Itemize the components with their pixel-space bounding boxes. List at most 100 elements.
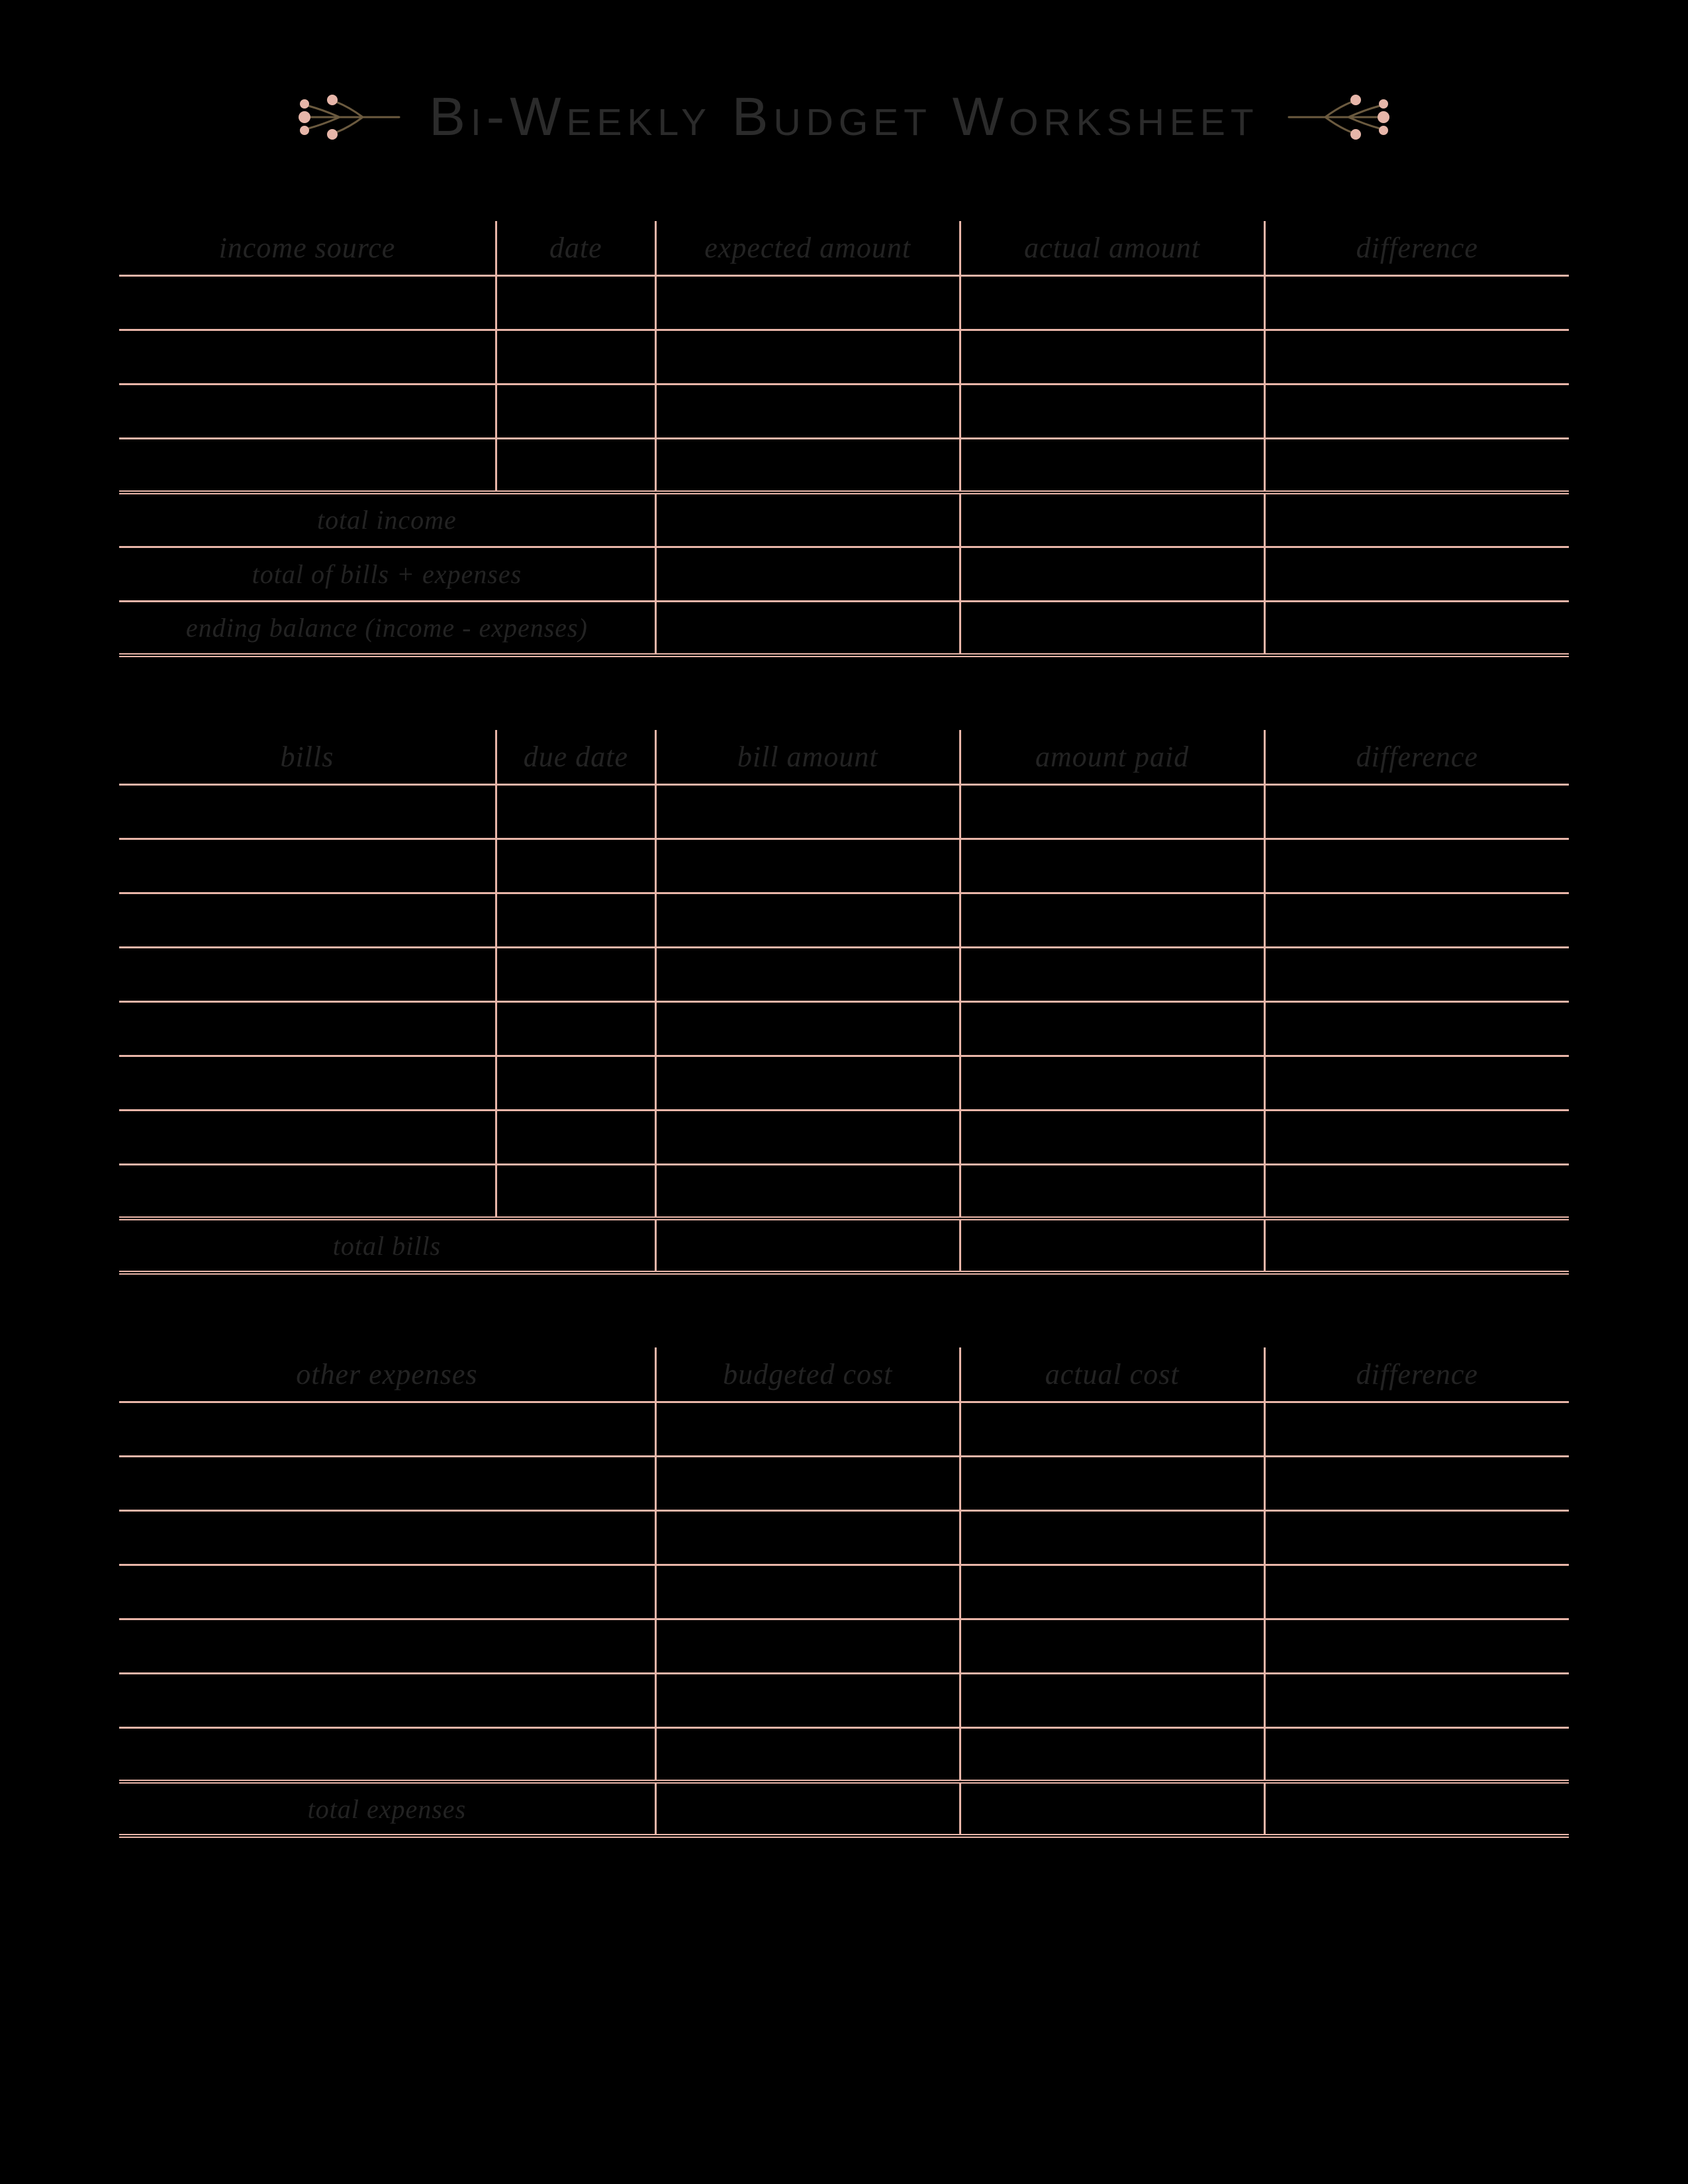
cell[interactable] <box>496 947 655 1001</box>
cell[interactable] <box>655 1565 960 1619</box>
cell[interactable] <box>496 1001 655 1056</box>
cell[interactable] <box>960 839 1264 893</box>
cell[interactable] <box>960 1402 1264 1456</box>
cell[interactable] <box>655 601 960 655</box>
cell[interactable] <box>119 1619 655 1673</box>
cell[interactable] <box>960 601 1264 655</box>
cell[interactable] <box>960 1218 1264 1273</box>
cell[interactable] <box>655 1110 960 1164</box>
cell[interactable] <box>960 1727 1264 1782</box>
cell[interactable] <box>655 1218 960 1273</box>
cell[interactable] <box>960 1510 1264 1565</box>
cell[interactable] <box>119 330 496 384</box>
cell[interactable] <box>1264 438 1569 492</box>
cell[interactable] <box>960 330 1264 384</box>
cell[interactable] <box>496 839 655 893</box>
cell[interactable] <box>496 438 655 492</box>
cell[interactable] <box>119 1727 655 1782</box>
cell[interactable] <box>119 784 496 839</box>
cell[interactable] <box>496 275 655 330</box>
cell[interactable] <box>1264 1402 1569 1456</box>
cell[interactable] <box>1264 1001 1569 1056</box>
cell[interactable] <box>119 1001 496 1056</box>
cell[interactable] <box>1264 1565 1569 1619</box>
cell[interactable] <box>655 438 960 492</box>
cell[interactable] <box>960 893 1264 947</box>
cell[interactable] <box>1264 1782 1569 1836</box>
cell[interactable] <box>1264 384 1569 438</box>
cell[interactable] <box>119 438 496 492</box>
cell[interactable] <box>496 384 655 438</box>
cell[interactable] <box>1264 1218 1569 1273</box>
cell[interactable] <box>1264 1456 1569 1510</box>
cell[interactable] <box>960 492 1264 547</box>
cell[interactable] <box>655 1456 960 1510</box>
cell[interactable] <box>960 438 1264 492</box>
cell[interactable] <box>960 947 1264 1001</box>
cell[interactable] <box>655 1402 960 1456</box>
cell[interactable] <box>960 1782 1264 1836</box>
cell[interactable] <box>655 1673 960 1727</box>
cell[interactable] <box>119 1510 655 1565</box>
cell[interactable] <box>1264 275 1569 330</box>
cell[interactable] <box>655 1056 960 1110</box>
cell[interactable] <box>1264 947 1569 1001</box>
cell[interactable] <box>1264 1056 1569 1110</box>
cell[interactable] <box>960 1164 1264 1218</box>
cell[interactable] <box>1264 330 1569 384</box>
cell[interactable] <box>960 384 1264 438</box>
cell[interactable] <box>496 330 655 384</box>
cell[interactable] <box>960 1056 1264 1110</box>
cell[interactable] <box>119 1565 655 1619</box>
cell[interactable] <box>1264 1164 1569 1218</box>
cell[interactable] <box>1264 547 1569 601</box>
cell[interactable] <box>960 784 1264 839</box>
cell[interactable] <box>655 893 960 947</box>
cell[interactable] <box>119 1164 496 1218</box>
cell[interactable] <box>1264 839 1569 893</box>
cell[interactable] <box>655 384 960 438</box>
cell[interactable] <box>1264 893 1569 947</box>
cell[interactable] <box>496 1110 655 1164</box>
cell[interactable] <box>655 1001 960 1056</box>
cell[interactable] <box>1264 1619 1569 1673</box>
cell[interactable] <box>119 275 496 330</box>
cell[interactable] <box>655 330 960 384</box>
cell[interactable] <box>1264 601 1569 655</box>
cell[interactable] <box>655 1782 960 1836</box>
cell[interactable] <box>119 1673 655 1727</box>
cell[interactable] <box>119 1402 655 1456</box>
cell[interactable] <box>119 839 496 893</box>
cell[interactable] <box>655 492 960 547</box>
cell[interactable] <box>496 893 655 947</box>
cell[interactable] <box>655 547 960 601</box>
cell[interactable] <box>960 1456 1264 1510</box>
cell[interactable] <box>960 1001 1264 1056</box>
cell[interactable] <box>960 547 1264 601</box>
cell[interactable] <box>655 1164 960 1218</box>
cell[interactable] <box>119 947 496 1001</box>
cell[interactable] <box>1264 1727 1569 1782</box>
cell[interactable] <box>655 1510 960 1565</box>
cell[interactable] <box>119 1110 496 1164</box>
cell[interactable] <box>496 784 655 839</box>
cell[interactable] <box>119 1456 655 1510</box>
cell[interactable] <box>655 839 960 893</box>
cell[interactable] <box>655 1727 960 1782</box>
cell[interactable] <box>960 1673 1264 1727</box>
cell[interactable] <box>1264 1510 1569 1565</box>
cell[interactable] <box>960 1565 1264 1619</box>
cell[interactable] <box>1264 784 1569 839</box>
cell[interactable] <box>496 1056 655 1110</box>
cell[interactable] <box>960 275 1264 330</box>
cell[interactable] <box>496 1164 655 1218</box>
cell[interactable] <box>1264 1673 1569 1727</box>
cell[interactable] <box>1264 1110 1569 1164</box>
cell[interactable] <box>655 1619 960 1673</box>
cell[interactable] <box>655 275 960 330</box>
cell[interactable] <box>1264 492 1569 547</box>
cell[interactable] <box>655 784 960 839</box>
cell[interactable] <box>119 893 496 947</box>
cell[interactable] <box>119 384 496 438</box>
cell[interactable] <box>960 1619 1264 1673</box>
